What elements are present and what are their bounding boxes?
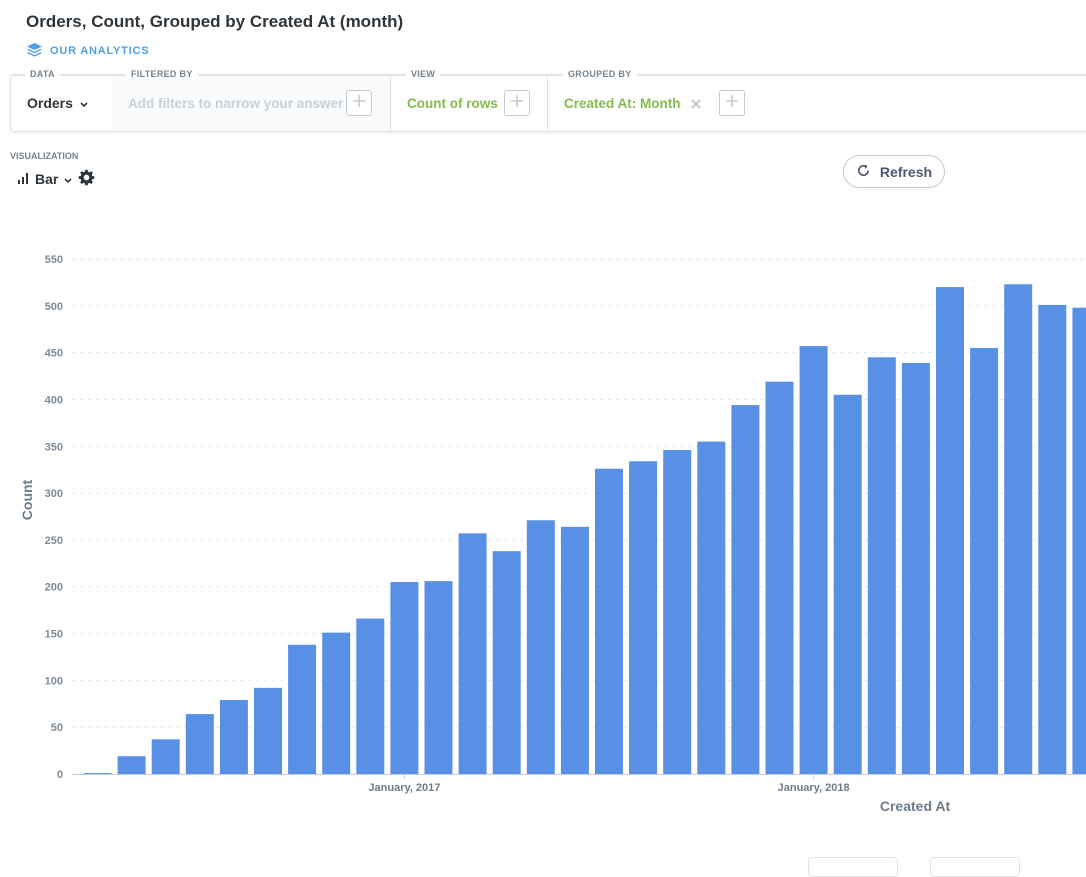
data-section: DATA Orders — [11, 69, 110, 131]
footer-control-right[interactable] — [930, 857, 1020, 877]
bar-chart-icon — [17, 171, 29, 187]
plus-icon — [726, 94, 738, 112]
bar — [799, 346, 828, 774]
x-axis-title: Created At — [880, 798, 951, 814]
y-tick-label: 250 — [45, 535, 63, 547]
view-label: VIEW — [406, 69, 441, 79]
bar — [970, 347, 999, 774]
query-builder: DATA Orders FILTERED BY Add filters to n… — [10, 69, 1086, 132]
page-title: Orders, Count, Grouped by Created At (mo… — [26, 12, 404, 31]
y-tick-label: 450 — [45, 348, 63, 360]
bar — [936, 287, 964, 774]
bar — [663, 450, 692, 774]
bar — [833, 394, 862, 774]
bar — [1004, 284, 1033, 774]
visualization-picker[interactable]: Bar — [17, 169, 95, 189]
bar — [867, 357, 896, 774]
group-value[interactable]: Created At: Month — [564, 96, 681, 111]
plus-icon — [353, 94, 365, 112]
y-tick-label: 400 — [45, 394, 63, 406]
refresh-icon — [856, 163, 871, 181]
bar — [765, 381, 794, 774]
data-source-picker[interactable]: Orders — [27, 95, 88, 111]
bar — [356, 618, 385, 774]
y-tick-label: 100 — [45, 675, 63, 687]
visualization-type: Bar — [35, 171, 59, 187]
data-label: DATA — [25, 69, 60, 79]
plus-icon — [511, 94, 523, 112]
gear-icon[interactable] — [78, 169, 95, 189]
x-tick-label: January, 2018 — [778, 782, 850, 794]
y-tick-label: 300 — [45, 488, 63, 500]
add-metric-button[interactable] — [504, 90, 530, 116]
bar — [458, 533, 487, 774]
bar — [185, 714, 214, 774]
footer-control-left[interactable] — [808, 857, 898, 877]
chevron-down-icon — [64, 171, 72, 187]
bar — [390, 582, 419, 774]
bar — [901, 362, 930, 774]
filter-label: FILTERED BY — [126, 69, 198, 79]
y-tick-label: 0 — [57, 769, 63, 781]
bar — [697, 441, 726, 774]
data-source-value: Orders — [27, 95, 73, 111]
bar — [254, 687, 282, 774]
filter-section: FILTERED BY Add filters to narrow your a… — [111, 69, 390, 131]
view-value[interactable]: Count of rows — [407, 96, 498, 111]
bar — [1072, 307, 1086, 774]
y-axis-title: Count — [19, 479, 35, 520]
bar — [219, 700, 248, 774]
bar — [492, 551, 521, 774]
add-filter-button[interactable] — [346, 90, 372, 116]
bar — [288, 644, 317, 774]
bar — [526, 520, 555, 774]
group-label: GROUPED BY — [563, 69, 637, 79]
y-tick-label: 500 — [45, 301, 63, 313]
y-tick-label: 200 — [45, 582, 63, 594]
bar — [424, 581, 453, 774]
bar — [1038, 304, 1067, 774]
bar — [595, 468, 623, 774]
visualization-label: VISUALIZATION — [10, 151, 79, 161]
y-tick-label: 350 — [45, 441, 63, 453]
refresh-button[interactable]: Refresh — [843, 155, 945, 188]
bar — [117, 756, 146, 774]
close-icon — [691, 99, 701, 109]
bar — [83, 773, 112, 775]
collection-name: OUR ANALYTICS — [50, 45, 150, 57]
add-grouping-button[interactable] — [719, 90, 745, 116]
view-section: VIEW Count of rows — [391, 69, 547, 131]
y-tick-label: 150 — [45, 629, 63, 641]
filter-placeholder[interactable]: Add filters to narrow your answer — [128, 96, 344, 111]
collection-link[interactable]: OUR ANALYTICS — [26, 42, 149, 60]
y-tick-label: 550 — [45, 254, 63, 266]
x-tick-label: January, 2017 — [368, 782, 440, 794]
bar — [731, 405, 760, 774]
remove-grouping-button[interactable] — [690, 97, 702, 115]
group-section: GROUPED BY Created At: Month — [548, 69, 1086, 131]
bar — [629, 461, 658, 774]
chevron-down-icon — [80, 95, 88, 111]
bar — [560, 526, 589, 774]
y-tick-label: 50 — [51, 722, 63, 734]
layers-icon — [26, 42, 43, 60]
bar — [322, 632, 351, 774]
bar — [151, 739, 180, 774]
refresh-label: Refresh — [879, 163, 933, 180]
